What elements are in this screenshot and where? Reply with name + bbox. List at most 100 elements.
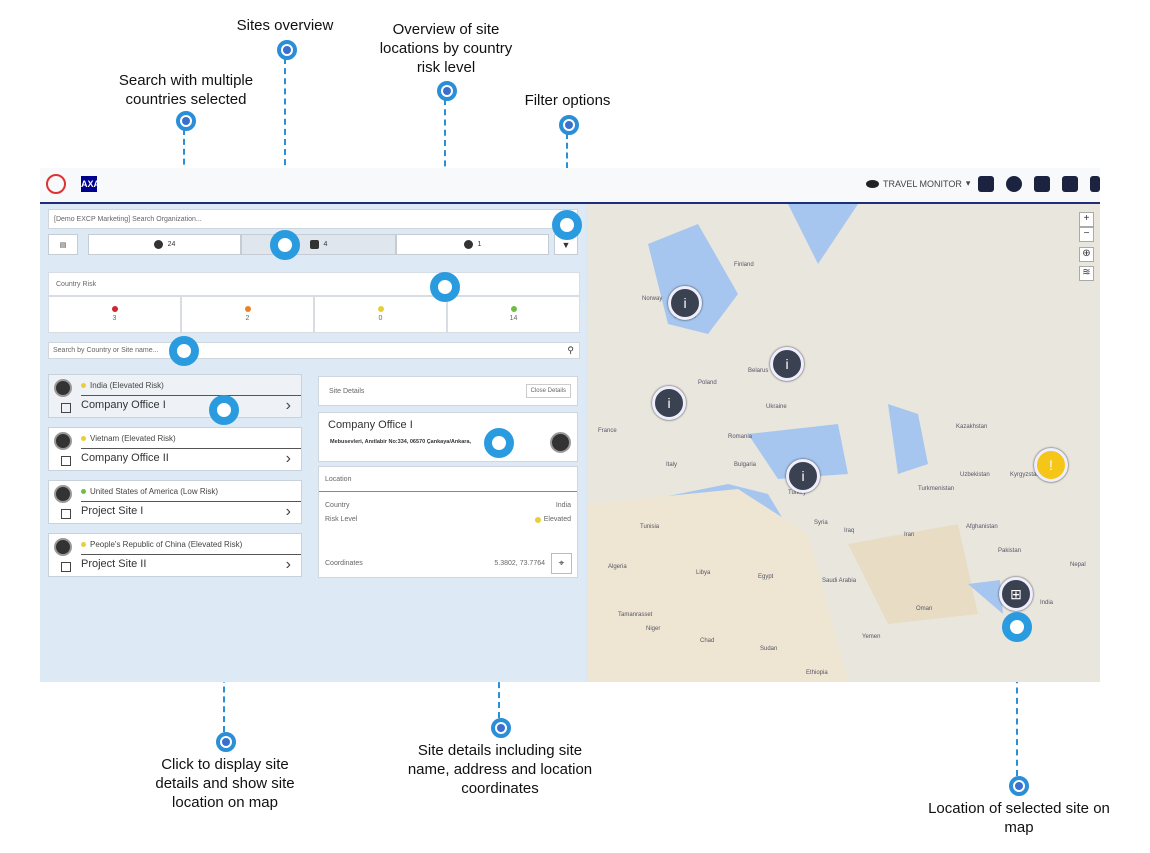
briefcase-icon[interactable]	[1090, 176, 1100, 192]
site-checkbox[interactable]	[61, 456, 71, 466]
highlight-site-search	[169, 336, 199, 366]
tab-alerts[interactable]: 1	[396, 234, 549, 255]
map-icon[interactable]	[978, 176, 994, 192]
risk-dot	[81, 541, 86, 547]
map-background	[588, 204, 1100, 682]
map-label: Chad	[700, 638, 715, 644]
person-icon	[153, 240, 163, 249]
map-view[interactable]: Finland Norway Sweden Poland Belarus Ukr…	[588, 204, 1100, 682]
details-address: Mebusevleri, Anıtlabir No:334, 06570 Çan…	[330, 439, 472, 445]
map-label: Turkmenistan	[918, 486, 955, 492]
country-value: India	[555, 502, 571, 509]
risk-level-elevated[interactable]: 0	[314, 296, 447, 333]
connector-line	[284, 58, 286, 236]
person-marker[interactable]: i	[770, 347, 804, 381]
map-label: Nepal	[1070, 562, 1086, 568]
site-country-label: Vietnam (Elevated Risk)	[90, 433, 176, 443]
tab-sites[interactable]: 4	[241, 234, 396, 255]
map-label: Afghanistan	[966, 524, 998, 530]
risk-dot	[81, 382, 86, 388]
map-label: Niger	[646, 626, 661, 632]
risk-level-low[interactable]: 14	[447, 296, 580, 333]
risk-count: 3	[112, 315, 117, 322]
site-name: Company Office II	[81, 452, 169, 464]
map-label: Tamanrasset	[618, 612, 653, 618]
medkit-icon[interactable]	[1062, 176, 1078, 192]
connector-line	[1016, 636, 1018, 776]
chart-icon[interactable]	[1034, 176, 1050, 192]
person-marker[interactable]: i	[668, 286, 702, 320]
risk-dot	[111, 306, 118, 312]
map-label: Algeria	[608, 564, 627, 570]
country-risk-panel: Country Risk 3 2 0 14	[48, 272, 580, 334]
map-label: Yemen	[862, 634, 881, 640]
tab-people[interactable]: 24	[88, 234, 241, 255]
site-checkbox[interactable]	[61, 403, 71, 413]
left-panel: [Demo EXCP Marketing] Search Organizatio…	[40, 204, 586, 682]
list-toggle-button[interactable]: ▤	[48, 234, 78, 255]
site-details-title: Site Details	[329, 388, 365, 395]
axa-logo: AXA	[81, 176, 100, 192]
map-label: Saudi Arabia	[822, 578, 857, 584]
country-risk-header: Country Risk	[48, 272, 580, 296]
locate-button[interactable]: ⌖	[551, 553, 572, 574]
top-bar: AXA TRAVEL MONITOR ▾	[40, 168, 1100, 204]
map-label: Bulgaria	[734, 462, 757, 468]
warning-marker[interactable]: !	[1034, 448, 1068, 482]
risk-level-elevated-high[interactable]: 2	[181, 296, 314, 333]
site-search-placeholder: Search by Country or Site name...	[53, 347, 159, 354]
chevron-right-icon[interactable]: ›	[285, 556, 291, 573]
risk-level-high[interactable]: 3	[48, 296, 181, 333]
chevron-right-icon[interactable]: ›	[285, 503, 291, 520]
map-label: Syria	[814, 520, 828, 526]
travel-monitor-menu[interactable]: TRAVEL MONITOR ▾	[866, 178, 970, 189]
org-search-input[interactable]: [Demo EXCP Marketing] Search Organizatio…	[48, 209, 578, 229]
site-country: People's Republic of China (Elevated Ris…	[81, 534, 301, 555]
site-list-item[interactable]: India (Elevated Risk) Company Office I ›	[48, 374, 302, 418]
site-list-item[interactable]: Vietnam (Elevated Risk) Company Office I…	[48, 427, 302, 471]
zoom-out-button[interactable]: −	[1079, 227, 1094, 242]
risk-dot	[244, 306, 251, 312]
map-label: Libya	[696, 570, 711, 576]
person-marker[interactable]: i	[652, 386, 686, 420]
site-search-input[interactable]: Search by Country or Site name... ⚲	[48, 342, 580, 359]
site-country: Vietnam (Elevated Risk)	[81, 428, 301, 449]
risk-count: 14	[509, 315, 518, 322]
site-details-header: Site Details Close Details	[318, 376, 578, 406]
callout-dot	[176, 111, 196, 131]
locate-icon[interactable]: ⊕	[1079, 247, 1094, 262]
highlight-country-risk	[430, 272, 460, 302]
site-checkbox[interactable]	[61, 562, 71, 572]
details-site-name: Company Office I	[328, 419, 413, 431]
layers-icon[interactable]: ≋	[1079, 266, 1094, 281]
globe-icon[interactable]	[1006, 176, 1022, 192]
building-icon	[54, 379, 72, 397]
callout-sites-overview: Sites overview	[236, 17, 334, 34]
chevron-right-icon[interactable]: ›	[285, 397, 291, 414]
site-list-item[interactable]: United States of America (Low Risk) Proj…	[48, 480, 302, 524]
site-country-label: People's Republic of China (Elevated Ris…	[90, 539, 243, 549]
building-icon	[309, 240, 319, 249]
building-icon	[54, 538, 72, 556]
site-checkbox[interactable]	[61, 509, 71, 519]
highlight-map-location	[1002, 612, 1032, 642]
map-label: India	[1040, 600, 1054, 606]
site-country-label: India (Elevated Risk)	[90, 380, 164, 390]
risk-dot	[534, 516, 541, 523]
callout-search-multi: Search with multiple countries selected	[118, 72, 254, 108]
site-list-item[interactable]: People's Republic of China (Elevated Ris…	[48, 533, 302, 577]
caret-down-icon: ▾	[965, 178, 971, 188]
site-marker[interactable]: ⊞	[999, 577, 1033, 611]
map-label: Ethiopia	[806, 670, 828, 676]
map-label: Norway	[642, 296, 663, 302]
country-risk-title: Country Risk	[56, 281, 97, 288]
app-window: AXA TRAVEL MONITOR ▾ [Demo EXCP Marketin…	[40, 168, 1100, 682]
chevron-right-icon[interactable]: ›	[285, 450, 291, 467]
zoom-in-button[interactable]: +	[1079, 212, 1094, 227]
risk-count: 2	[245, 315, 250, 322]
site-country: United States of America (Low Risk)	[81, 481, 301, 502]
risk-dot	[81, 435, 86, 441]
person-marker[interactable]: i	[786, 459, 820, 493]
list-icon: ▤	[59, 241, 67, 249]
close-details-button[interactable]: Close Details	[525, 384, 571, 398]
